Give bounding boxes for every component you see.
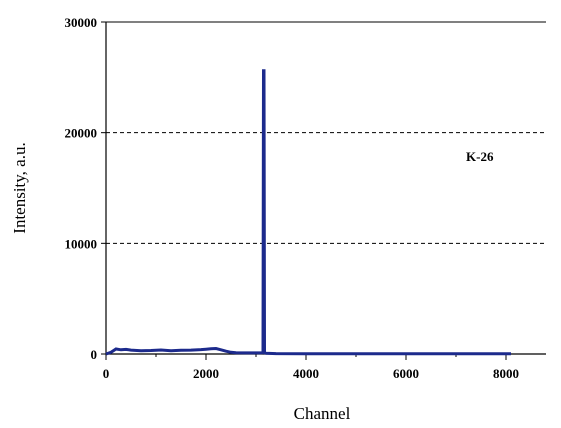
x-axis-label: Channel bbox=[294, 404, 351, 423]
y-tick-label: 0 bbox=[91, 347, 98, 362]
y-tick-label: 30000 bbox=[65, 15, 98, 30]
tick-labels: 0 10000 20000 30000 0 2000 4000 6000 8000 bbox=[65, 15, 520, 381]
grid-lines bbox=[106, 21, 546, 244]
axes bbox=[101, 21, 546, 360]
x-tick-label: 0 bbox=[103, 366, 110, 381]
x-tick-label: 2000 bbox=[193, 366, 219, 381]
y-tick-label: 10000 bbox=[65, 236, 98, 251]
y-tick-label: 20000 bbox=[65, 126, 98, 141]
x-tick-label: 4000 bbox=[293, 366, 319, 381]
sample-annotation: K-26 bbox=[466, 149, 494, 164]
x-tick-label: 8000 bbox=[493, 366, 519, 381]
y-axis-label: Intensity, a.u. bbox=[10, 142, 29, 233]
series bbox=[105, 69, 512, 356]
series-line bbox=[105, 69, 512, 356]
x-tick-label: 6000 bbox=[393, 366, 419, 381]
